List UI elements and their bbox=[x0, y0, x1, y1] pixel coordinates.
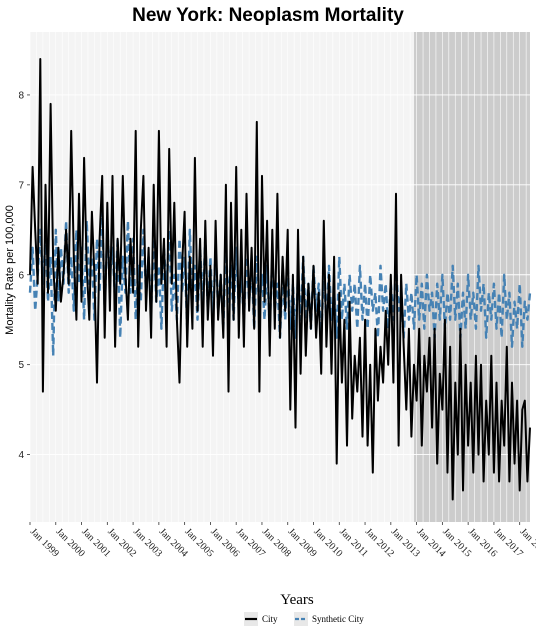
legend-label-city: City bbox=[262, 614, 278, 624]
series-line-city bbox=[29, 58, 531, 501]
y-tick-label: 7 bbox=[18, 180, 24, 191]
plot-panel bbox=[28, 32, 532, 522]
y-tick-label: 4 bbox=[18, 450, 24, 461]
series-layer bbox=[28, 58, 532, 501]
y-tick-label: 6 bbox=[18, 270, 24, 281]
x-axis-label: Years bbox=[280, 592, 314, 608]
chart-title: New York: Neoplasm Mortality bbox=[132, 5, 404, 26]
y-tick-label: 5 bbox=[18, 360, 24, 371]
y-tick-label: 8 bbox=[18, 90, 24, 101]
legend-label-synthetic-city: Synthetic City bbox=[312, 614, 364, 624]
legend: City Synthetic City bbox=[244, 612, 364, 626]
y-axis: 4 5 6 7 8 bbox=[18, 90, 30, 461]
y-axis-label: Mortality Rate per 100,000 bbox=[4, 205, 16, 335]
